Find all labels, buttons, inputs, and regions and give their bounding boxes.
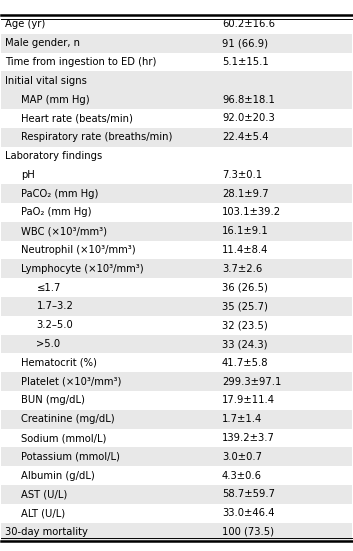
Bar [1,128,352,147]
Bar [1,372,352,391]
Bar [1,504,352,522]
Text: ALT (U/L): ALT (U/L) [21,508,65,518]
Text: Platelet (×10³/mm³): Platelet (×10³/mm³) [21,377,121,387]
Text: Sodium (mmol/L): Sodium (mmol/L) [21,433,106,443]
Text: pH: pH [21,170,34,180]
Bar [1,485,352,504]
Text: 5.1±15.1: 5.1±15.1 [222,57,269,67]
Bar [1,278,352,297]
Text: 58.7±59.7: 58.7±59.7 [222,489,275,499]
Text: 92.0±20.3: 92.0±20.3 [222,114,275,123]
Bar [1,203,352,222]
Bar [1,334,352,353]
Text: 7.3±0.1: 7.3±0.1 [222,170,262,180]
Text: 33 (24.3): 33 (24.3) [222,339,268,349]
Text: 60.2±16.6: 60.2±16.6 [222,19,275,30]
Text: Initial vital signs: Initial vital signs [5,76,87,86]
Bar [1,147,352,165]
Text: 1.7±1.4: 1.7±1.4 [222,414,262,424]
Text: 299.3±97.1: 299.3±97.1 [222,377,281,387]
Text: 3.2–5.0: 3.2–5.0 [36,320,73,330]
Text: 22.4±5.4: 22.4±5.4 [222,132,269,142]
Text: Hematocrit (%): Hematocrit (%) [21,358,96,368]
Text: PaO₂ (mm Hg): PaO₂ (mm Hg) [21,208,91,218]
Bar [1,410,352,429]
Text: ≤1.7: ≤1.7 [36,283,61,293]
Text: Heart rate (beats/min): Heart rate (beats/min) [21,114,132,123]
Text: 33.0±46.4: 33.0±46.4 [222,508,275,518]
Text: 91 (66.9): 91 (66.9) [222,38,268,48]
Text: 103.1±39.2: 103.1±39.2 [222,208,281,218]
Bar [1,316,352,334]
Text: Potassium (mmol/L): Potassium (mmol/L) [21,452,120,462]
Text: 41.7±5.8: 41.7±5.8 [222,358,269,368]
Bar [1,447,352,466]
Text: 35 (25.7): 35 (25.7) [222,301,268,311]
Text: 100 (73.5): 100 (73.5) [222,527,274,537]
Bar [1,34,352,53]
Bar [1,391,352,410]
Bar [1,241,352,260]
Text: 11.4±8.4: 11.4±8.4 [222,245,268,255]
Bar [1,109,352,128]
Bar [1,15,352,34]
Bar [1,165,352,184]
Text: AST (U/L): AST (U/L) [21,489,67,499]
Text: Lymphocyte (×10³/mm³): Lymphocyte (×10³/mm³) [21,264,143,274]
Bar [1,184,352,203]
Text: 3.0±0.7: 3.0±0.7 [222,452,262,462]
Bar [1,466,352,485]
Text: 139.2±3.7: 139.2±3.7 [222,433,275,443]
Bar [1,297,352,316]
Text: 4.3±0.6: 4.3±0.6 [222,471,262,480]
Text: 1.7–3.2: 1.7–3.2 [36,301,73,311]
Bar [1,53,352,72]
Text: Time from ingestion to ED (hr): Time from ingestion to ED (hr) [5,57,156,67]
Bar [1,353,352,372]
Bar [1,429,352,447]
Text: >5.0: >5.0 [36,339,60,349]
Text: 96.8±18.1: 96.8±18.1 [222,95,275,105]
Text: 32 (23.5): 32 (23.5) [222,320,268,330]
Bar [1,72,352,90]
Text: Respiratory rate (breaths/min): Respiratory rate (breaths/min) [21,132,172,142]
Text: 36 (26.5): 36 (26.5) [222,283,268,293]
Text: Age (yr): Age (yr) [5,19,45,30]
Text: MAP (mm Hg): MAP (mm Hg) [21,95,89,105]
Text: Laboratory findings: Laboratory findings [5,151,102,161]
Text: 28.1±9.7: 28.1±9.7 [222,188,269,199]
Text: PaCO₂ (mm Hg): PaCO₂ (mm Hg) [21,188,98,199]
Text: WBC (×10³/mm³): WBC (×10³/mm³) [21,226,107,236]
Bar [1,222,352,241]
Bar [1,90,352,109]
Text: Male gender, n: Male gender, n [5,38,80,48]
Text: Neutrophil (×10³/mm³): Neutrophil (×10³/mm³) [21,245,135,255]
Text: BUN (mg/dL): BUN (mg/dL) [21,396,84,406]
Text: Creatinine (mg/dL): Creatinine (mg/dL) [21,414,114,424]
Text: 30-day mortality: 30-day mortality [5,527,88,537]
Text: Albumin (g/dL): Albumin (g/dL) [21,471,94,480]
Text: 16.1±9.1: 16.1±9.1 [222,226,269,236]
Text: 3.7±2.6: 3.7±2.6 [222,264,262,274]
Text: 17.9±11.4: 17.9±11.4 [222,396,275,406]
Bar [1,260,352,278]
Bar [1,522,352,542]
